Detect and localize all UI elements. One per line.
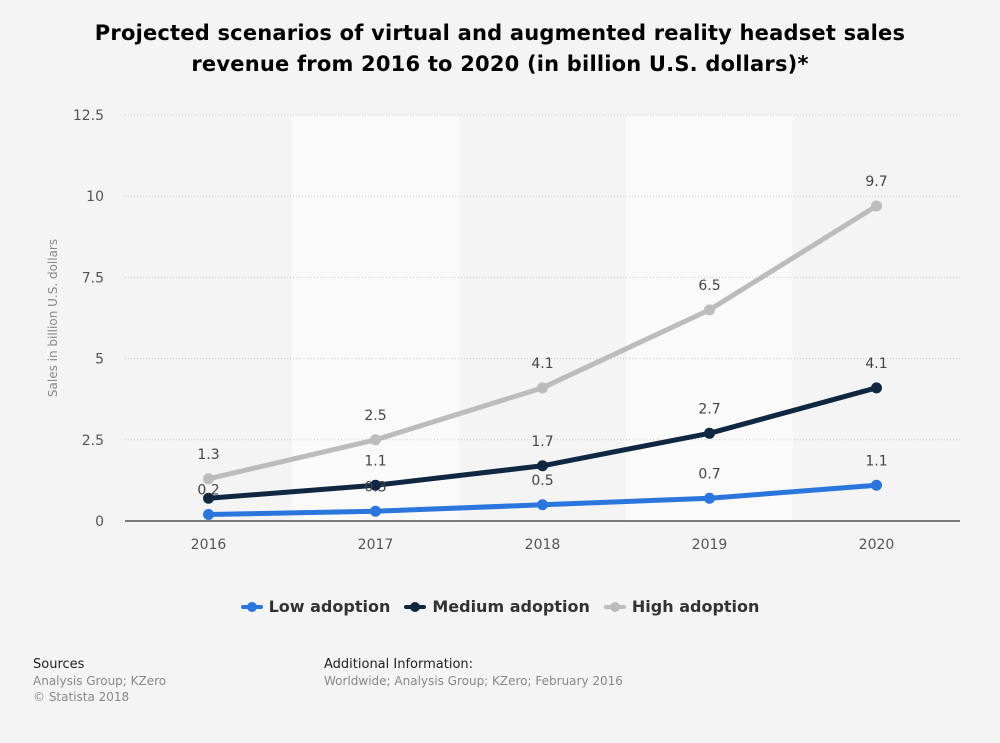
chart-title-line-2: revenue from 2016 to 2020 (in billion U.…	[191, 52, 809, 76]
column-bands	[292, 115, 793, 521]
data-label-high-adoption: 1.3	[197, 447, 219, 463]
data-point-medium-adoption[interactable]	[537, 460, 548, 472]
data-label-low-adoption: 0.7	[698, 466, 720, 482]
data-point-low-adoption[interactable]	[370, 505, 381, 517]
legend-label-high: High adoption	[631, 597, 760, 616]
legend-label-medium: Medium adoption	[432, 597, 590, 616]
data-point-medium-adoption[interactable]	[704, 427, 715, 439]
legend: Low adoption Medium adoption High adopti…	[0, 597, 1000, 616]
x-tick-label: 2017	[358, 537, 394, 553]
data-labels: 0.2 0.3 0.5 0.7 1.1 1.1 1.7 2.7 4.1 1.3 2.5 4.1 6.5 9…	[197, 174, 887, 499]
data-point-high-adoption[interactable]	[704, 304, 715, 316]
additional-info-block: Additional Information: Worldwide; Analy…	[324, 657, 623, 689]
y-tick-label: 5	[95, 352, 104, 368]
data-label-medium-adoption: 4.1	[865, 356, 887, 372]
data-label-medium-adoption: 2.7	[698, 401, 720, 417]
additional-info-text: Worldwide; Analysis Group; KZero; Februa…	[324, 674, 623, 688]
data-point-low-adoption[interactable]	[871, 479, 882, 491]
legend-swatch-medium	[404, 601, 427, 612]
x-tick-label: 2020	[859, 537, 895, 553]
y-tick-label: 0	[95, 514, 104, 530]
data-point-medium-adoption[interactable]	[203, 492, 214, 504]
data-point-high-adoption[interactable]	[203, 473, 214, 485]
data-point-high-adoption[interactable]	[370, 434, 381, 446]
legend-label-low: Low adoption	[268, 597, 391, 616]
data-label-low-adoption: 0.3	[364, 479, 386, 495]
y-tick-label: 2.5	[82, 433, 104, 449]
sources-block: Sources Analysis Group; KZero © Statista…	[33, 657, 166, 705]
copyright-text: © Statista 2018	[33, 690, 130, 704]
legend-item-low-adoption[interactable]: Low adoption	[240, 597, 391, 616]
data-label-medium-adoption: 1.1	[364, 453, 386, 469]
y-axis-tick-labels: 0 2.5 5 7.5 10 12.5	[73, 108, 104, 530]
data-label-high-adoption: 2.5	[364, 408, 386, 424]
legend-swatch-high	[603, 601, 626, 612]
series-lines	[203, 200, 882, 521]
x-tick-label: 2018	[525, 537, 561, 553]
data-point-low-adoption[interactable]	[537, 499, 548, 511]
data-label-medium-adoption: 1.7	[531, 434, 553, 450]
sources-text: Analysis Group; KZero	[33, 674, 167, 688]
x-axis-tick-labels: 2016 2017 2018 2019 2020	[191, 537, 895, 553]
data-point-medium-adoption[interactable]	[871, 382, 882, 394]
legend-item-medium-adoption[interactable]: Medium adoption	[404, 597, 590, 616]
data-point-low-adoption[interactable]	[704, 492, 715, 504]
data-point-medium-adoption[interactable]	[370, 479, 381, 491]
y-axis-label: Sales in billion U.S. dollars	[46, 239, 60, 397]
data-point-low-adoption[interactable]	[203, 509, 214, 521]
y-tick-label: 10	[86, 189, 104, 205]
column-band	[626, 115, 793, 521]
data-label-high-adoption: 9.7	[865, 174, 887, 190]
chart-title-line-1: Projected scenarios of virtual and augme…	[94, 21, 906, 45]
data-label-low-adoption: 1.1	[865, 453, 887, 469]
y-tick-label: 12.5	[73, 108, 104, 124]
legend-swatch-low	[240, 601, 263, 612]
legend-item-high-adoption[interactable]: High adoption	[603, 597, 760, 616]
data-label-high-adoption: 4.1	[531, 356, 553, 372]
x-tick-label: 2019	[692, 537, 728, 553]
x-tick-label: 2016	[191, 537, 227, 553]
gridlines	[125, 114, 960, 441]
data-label-high-adoption: 6.5	[698, 278, 720, 294]
data-label-low-adoption: 0.2	[197, 483, 219, 499]
chart-title: Projected scenarios of virtual and augme…	[0, 18, 1000, 80]
sources-heading: Sources	[33, 657, 85, 672]
data-label-low-adoption: 0.5	[531, 473, 553, 489]
y-tick-label: 7.5	[82, 270, 104, 286]
data-point-high-adoption[interactable]	[871, 200, 882, 212]
data-point-high-adoption[interactable]	[537, 382, 548, 394]
additional-info-heading: Additional Information:	[324, 657, 474, 672]
